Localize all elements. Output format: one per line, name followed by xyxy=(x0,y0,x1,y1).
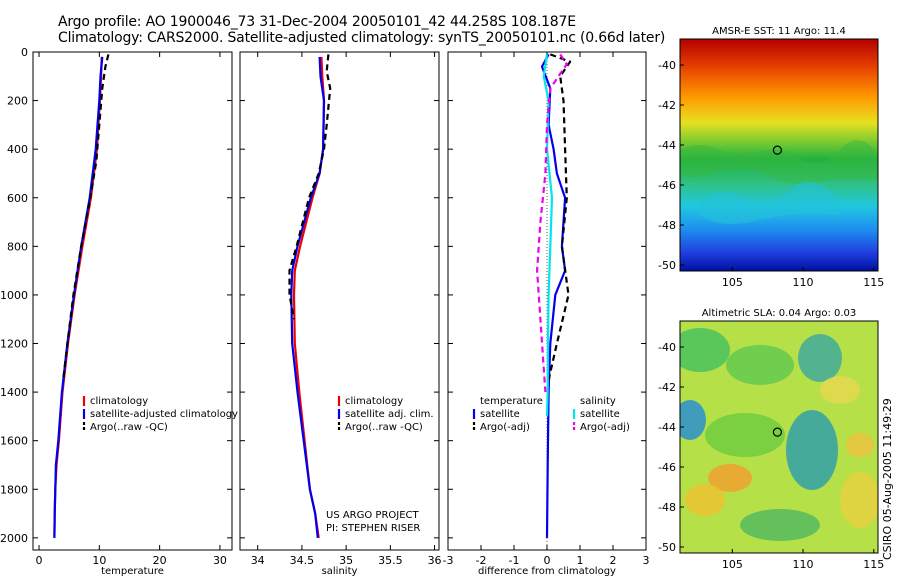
difference-sal-legend-label: salinity xyxy=(580,396,616,407)
amsre-sst-ytick-label: -40 xyxy=(658,59,676,72)
temperature-frame xyxy=(32,51,233,551)
salinity-panel: 34 34.5 35 35.5 36 salinity climatology satelli… xyxy=(239,51,442,577)
altimetric-sla-ytick-label: -50 xyxy=(658,541,676,554)
difference-series-temperature-argo-adj- xyxy=(547,53,572,381)
difference-xtick-label: -1 xyxy=(509,554,520,567)
difference-xtick-label: -2 xyxy=(476,554,487,567)
amsre-sst-ytick-label: -44 xyxy=(658,139,676,152)
amsre-sst-title: AMSR-E SST: 11 Argo: 11.4 xyxy=(712,26,846,37)
difference-xtick-label: 3 xyxy=(643,554,650,567)
sst-map: AMSR-E SST: 11 Argo: 11.4 105 110 115 -40 -42… xyxy=(658,26,884,289)
salinity-series-argo-raw-qc- xyxy=(288,54,332,320)
difference-xlabel: difference from climatology xyxy=(478,566,616,577)
difference-temp-legend-label: temperature xyxy=(480,396,543,407)
temperature-ytick-label: 800 xyxy=(7,240,28,253)
altimetric-sla-title: Altimetric SLA: 0.04 Argo: 0.03 xyxy=(702,308,857,319)
amsre-sst-argo-marker xyxy=(772,145,783,155)
difference-panel: -3 -2 -1 0 1 2 3 difference from climatology tem… xyxy=(443,51,650,577)
salinity-legend-label: Argo(..raw -QC) xyxy=(345,422,423,433)
amsre-sst-ytick-label: -50 xyxy=(658,259,676,272)
altimetric-sla-ytick-label: -48 xyxy=(658,501,676,514)
salinity-xtick-label: 34 xyxy=(251,554,265,567)
difference-temp-legend-label: satellite xyxy=(480,409,520,420)
temperature-ytick-label: 1000 xyxy=(0,289,28,302)
temperature-xtick-label: 0 xyxy=(36,554,43,567)
temperature-xlabel: temperature xyxy=(101,566,164,577)
title-line-2: Climatology: CARS2000. Satellite-adjuste… xyxy=(58,30,666,46)
salinity-xtick-label: 34.5 xyxy=(290,554,315,567)
temperature-panel: 0 10 20 30 0 200 400 600 800 1000 1200 1400 1600 1800… xyxy=(0,46,238,577)
altimetric-sla-xtick-label: 105 xyxy=(722,558,743,571)
salinity-legend-label: satellite adj. clim. xyxy=(345,409,434,420)
altimetric-sla-xtick-label: 115 xyxy=(863,558,884,571)
temperature-ytick-label: 1800 xyxy=(0,483,28,496)
temperature-series-argo-raw-qc- xyxy=(62,54,110,381)
temperature-ytick-label: 1600 xyxy=(0,435,28,448)
difference-xtick-label: 1 xyxy=(577,554,584,567)
temperature-xtick-label: 10 xyxy=(92,554,106,567)
sst-front xyxy=(680,140,878,184)
difference-series-salinity-argo-adj- xyxy=(535,53,568,393)
temperature-ytick-label: 1400 xyxy=(0,386,28,399)
altimetric-sla-ytick-label: -40 xyxy=(658,341,676,354)
temperature-xtick-label: 20 xyxy=(153,554,167,567)
temperature-ytick-label: 2000 xyxy=(0,532,28,545)
temperature-ytick-label: 0 xyxy=(21,46,28,59)
amsre-sst-xtick-label: 105 xyxy=(722,276,743,289)
salinity-series-satellite-adj-clim- xyxy=(290,56,326,539)
credit-line-2: PI: STEPHEN RISER xyxy=(326,523,420,534)
altimetric-sla-xtick-label: 110 xyxy=(793,558,814,571)
difference-xtick-label: 0 xyxy=(544,554,551,567)
difference-sal-legend-label: satellite xyxy=(580,409,620,420)
credit-line-1: US ARGO PROJECT xyxy=(326,510,420,521)
sst-front-2 xyxy=(700,181,840,224)
difference-sal-legend-label: Argo(-adj) xyxy=(580,422,630,433)
temperature-xtick-label: 30 xyxy=(213,554,227,567)
amsre-sst-ytick-label: -46 xyxy=(658,179,676,192)
difference-xtick-label: 2 xyxy=(610,554,617,567)
title-line-1: Argo profile: AO 1900046_73 31-Dec-2004 … xyxy=(58,14,576,30)
temperature-legend-label: climatology xyxy=(90,396,148,407)
temperature-ytick-label: 1200 xyxy=(0,338,28,351)
altimetric-sla-ytick-label: -46 xyxy=(658,461,676,474)
difference-temp-legend-label: Argo(-adj) xyxy=(480,422,530,433)
salinity-xtick-label: 35 xyxy=(339,554,353,567)
salinity-legend-label: climatology xyxy=(345,396,403,407)
temperature-legend-label: satellite-adjusted climatology xyxy=(90,409,238,420)
difference-xtick-label: -3 xyxy=(443,554,454,567)
temperature-legend-label: Argo(..raw -QC) xyxy=(90,422,168,433)
amsre-sst-xtick-label: 115 xyxy=(863,276,884,289)
salinity-xtick-label: 35.5 xyxy=(378,554,403,567)
altimetric-sla-ytick-label: -44 xyxy=(658,421,676,434)
amsre-sst-xtick-label: 110 xyxy=(793,276,814,289)
amsre-sst-ytick-label: -42 xyxy=(658,99,676,112)
sla-map: Altimetric SLA: 0.04 Argo: 0.03 105 110 115… xyxy=(658,308,884,571)
salinity-xtick-label: 36 xyxy=(428,554,442,567)
temperature-ytick-label: 400 xyxy=(7,143,28,156)
altimetric-sla-argo-marker xyxy=(772,427,783,437)
salinity-xlabel: salinity xyxy=(322,566,358,577)
altimetric-sla-ytick-label: -42 xyxy=(658,381,676,394)
temperature-ytick-label: 200 xyxy=(7,95,28,108)
salinity-frame xyxy=(239,51,440,551)
temperature-ytick-label: 600 xyxy=(7,192,28,205)
temperature-series-satellite-adjusted-climatology xyxy=(53,56,104,538)
amsre-sst-ytick-label: -48 xyxy=(658,219,676,232)
difference-series-salinity-satellite xyxy=(542,54,554,417)
